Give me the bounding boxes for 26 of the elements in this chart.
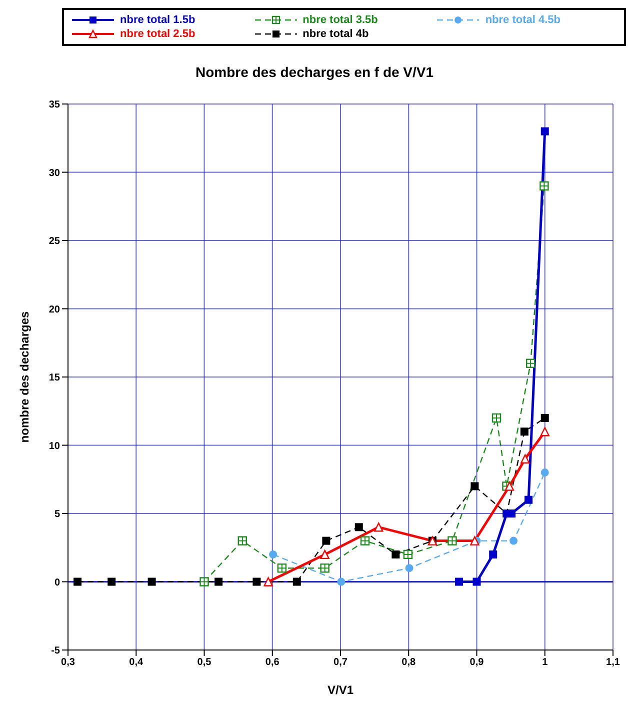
y-tick-label: 20 — [48, 304, 60, 316]
x-tick-label: 0,8 — [402, 657, 416, 668]
x-tick-label: 0,5 — [197, 657, 212, 668]
x-axis-title: V/V1 — [327, 683, 354, 697]
legend-label: nbre total 4.5b — [485, 14, 561, 26]
legend-label: nbre total 1.5b — [120, 14, 196, 26]
y-tick-label: 5 — [54, 509, 60, 520]
legend-label: nbre total 3.5b — [302, 14, 378, 26]
legend-label: nbre total 2.5b — [120, 28, 196, 40]
y-tick-label: 25 — [48, 236, 60, 248]
x-tick-label: 0,3 — [61, 657, 76, 668]
y-tick-label: 15 — [48, 372, 60, 384]
x-tick-label: 0,9 — [470, 657, 484, 668]
y-tick-label: 10 — [48, 440, 60, 452]
x-tick-label: 0,4 — [129, 657, 144, 668]
y-tick-label: 0 — [54, 577, 60, 588]
y-axis-title: nombre des decharges — [17, 310, 32, 443]
legend-label: nbre total 4b — [302, 28, 369, 40]
x-tick-label: 1,1 — [606, 657, 620, 668]
x-tick-label: 0,7 — [334, 657, 348, 668]
y-tick-label: -5 — [51, 646, 60, 657]
x-tick-label: 1 — [542, 657, 548, 668]
y-tick-label: 30 — [48, 168, 60, 179]
chart-title: Nombre des decharges en f de V/V1 — [194, 64, 435, 80]
y-tick-label: 35 — [48, 100, 60, 111]
x-tick-label: 0,6 — [265, 657, 280, 668]
